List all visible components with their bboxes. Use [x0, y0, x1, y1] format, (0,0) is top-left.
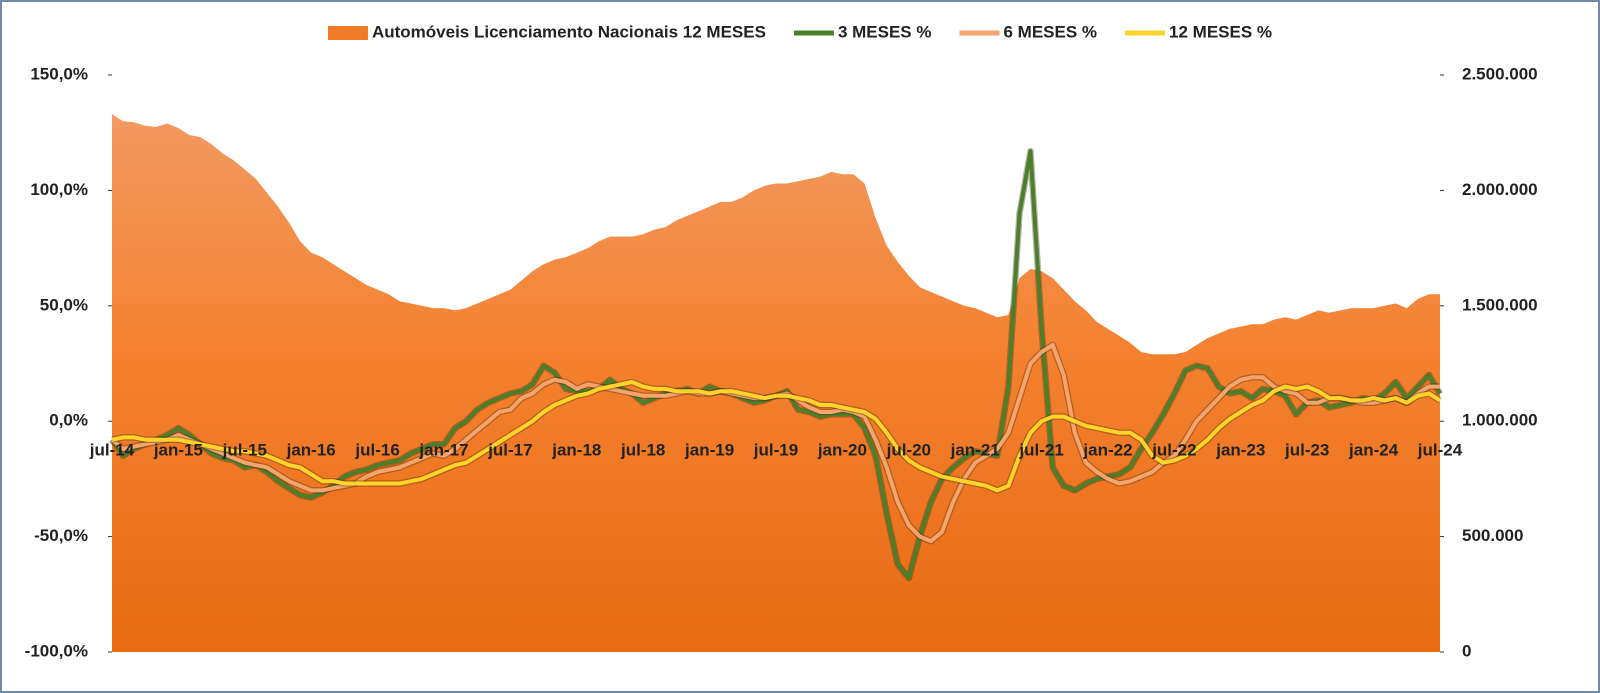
x-tick-label: jul-16	[354, 441, 399, 460]
legend: Automóveis Licenciamento Nacionais 12 ME…	[327, 22, 1272, 41]
y-tick-label: 100,0%	[30, 180, 88, 199]
legend-swatch	[327, 26, 368, 40]
legend-label: 6 MESES %	[1003, 22, 1097, 41]
y2-tick-label: 500.000	[1462, 526, 1523, 545]
y2-tick-label: 1.500.000	[1462, 295, 1538, 314]
x-tick-label: jan-21	[950, 441, 1000, 460]
x-tick-label: jul-14	[89, 441, 135, 460]
y-tick-label: 0,0%	[49, 411, 88, 430]
legend-label: 3 MESES %	[838, 22, 932, 41]
area	[112, 114, 1440, 652]
x-tick-label: jan-16	[286, 441, 336, 460]
x-tick-label: jan-23	[1215, 441, 1265, 460]
y2-tick-label: 0	[1462, 641, 1471, 660]
y-tick-label: -100,0%	[25, 641, 88, 660]
y2-tick-label: 2.500.000	[1462, 64, 1538, 83]
legend-item: 12 MESES %	[1125, 22, 1272, 41]
x-tick-label: jan-20	[817, 441, 867, 460]
x-tick-label: jul-21	[1018, 441, 1063, 460]
y2-tick-label: 2.000.000	[1462, 180, 1538, 199]
x-tick-label: jul-24	[1417, 441, 1463, 460]
x-tick-label: jan-22	[1082, 441, 1132, 460]
x-tick-label: jan-17	[418, 441, 468, 460]
x-tick-label: jul-17	[487, 441, 532, 460]
y-tick-label: 150,0%	[30, 64, 88, 83]
plot-area	[109, 114, 1443, 652]
x-tick-label: jan-18	[551, 441, 601, 460]
y2-tick-label: 1.000.000	[1462, 411, 1538, 430]
x-tick-label: jul-22	[1151, 441, 1196, 460]
x-tick-label: jul-23	[1284, 441, 1329, 460]
legend-item: Automóveis Licenciamento Nacionais 12 ME…	[327, 22, 766, 41]
labels: -100,0% -50,0% 0,0% 50,0% 100,0% 150,0% 0 500.0…	[25, 22, 1538, 660]
legend-label: 12 MESES %	[1169, 22, 1272, 41]
x-tick-label: jan-24	[1348, 441, 1399, 460]
y-tick-label: -50,0%	[34, 526, 88, 545]
line	[111, 380, 1442, 493]
x-tick-label: jan-15	[153, 441, 203, 460]
x-tick-label: jul-18	[620, 441, 665, 460]
y-tick-label: 50,0%	[40, 295, 88, 314]
legend-label: Automóveis Licenciamento Nacionais 12 ME…	[372, 22, 766, 41]
x-tick-label: jul-19	[753, 441, 798, 460]
legend-item: 3 MESES %	[793, 22, 932, 41]
x-tick-label: jul-15	[222, 441, 267, 460]
x-tick-label: jul-20	[886, 441, 931, 460]
x-tick-label: jan-19	[684, 441, 734, 460]
legend-item: 6 MESES %	[959, 22, 1097, 41]
